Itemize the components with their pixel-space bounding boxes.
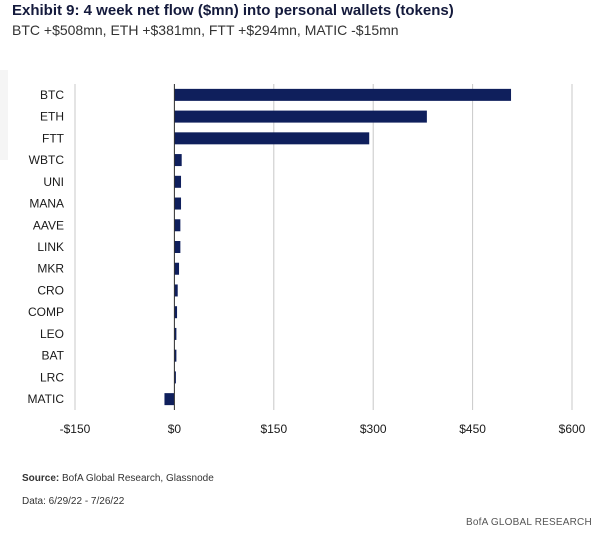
data-range-note: Data: 6/29/22 - 7/26/22 [22, 496, 125, 507]
bar-eth [174, 110, 427, 123]
category-label-leo: LEO [40, 327, 64, 341]
bar-btc [174, 88, 512, 101]
bar-matic [164, 393, 175, 406]
x-tick-labels: -$150 $0 $150 $300 $450 $600 [60, 422, 586, 436]
panel-edge-shade [0, 70, 8, 160]
x-tick-label: $600 [559, 422, 586, 436]
chart-title: Exhibit 9: 4 week net flow ($mn) into pe… [12, 2, 454, 19]
category-label-matic: MATIC [28, 392, 65, 406]
bar-link [174, 241, 181, 253]
category-label-link: LINK [37, 240, 64, 254]
bar-mana [174, 197, 182, 210]
category-label-comp: COMP [28, 305, 64, 319]
x-tick-label: $0 [168, 422, 182, 436]
source-text: BofA Global Research, Glassnode [59, 473, 214, 484]
source-label: Source: [22, 473, 60, 484]
brand-footer: BofA GLOBAL RESEARCH [466, 517, 592, 528]
category-label-lrc: LRC [40, 370, 64, 384]
bar-uni [174, 175, 182, 188]
bar-aave [174, 219, 181, 232]
category-label-aave: AAVE [33, 218, 64, 232]
bar-cro [174, 284, 178, 297]
source-note: Source: BofA Global Research, Glassnode [22, 473, 214, 484]
chart-subtitle: BTC +$508mn, ETH +$381mn, FTT +$294mn, M… [12, 22, 399, 38]
category-label-wbtc: WBTC [29, 153, 65, 167]
x-tick-label: -$150 [60, 422, 91, 436]
bar-comp [174, 306, 178, 319]
category-label-eth: ETH [40, 110, 64, 124]
bar-leo [174, 327, 177, 340]
bar-wbtc [174, 154, 182, 167]
bar-bat [174, 349, 177, 362]
x-tick-label: $150 [260, 422, 287, 436]
category-label-mkr: MKR [37, 262, 64, 276]
category-label-mana: MANA [29, 197, 64, 211]
category-label-ftt: FTT [42, 131, 65, 145]
category-label-uni: UNI [43, 175, 64, 189]
category-label-btc: BTC [40, 88, 64, 102]
bar-mkr [174, 262, 180, 275]
bars [164, 88, 512, 406]
category-label-bat: BAT [42, 349, 65, 363]
bar-ftt [174, 132, 370, 145]
x-tick-label: $450 [459, 422, 486, 436]
x-tick-label: $300 [360, 422, 387, 436]
bar-lrc [174, 371, 176, 384]
category-label-cro: CRO [37, 283, 64, 297]
category-labels: BTC ETH FTT WBTC UNI MANA AAVE LINK MKR CRO COMP LE… [28, 88, 65, 406]
bar-chart: BTC ETH FTT WBTC UNI MANA AAVE LINK MKR CRO COMP LE… [28, 84, 586, 436]
